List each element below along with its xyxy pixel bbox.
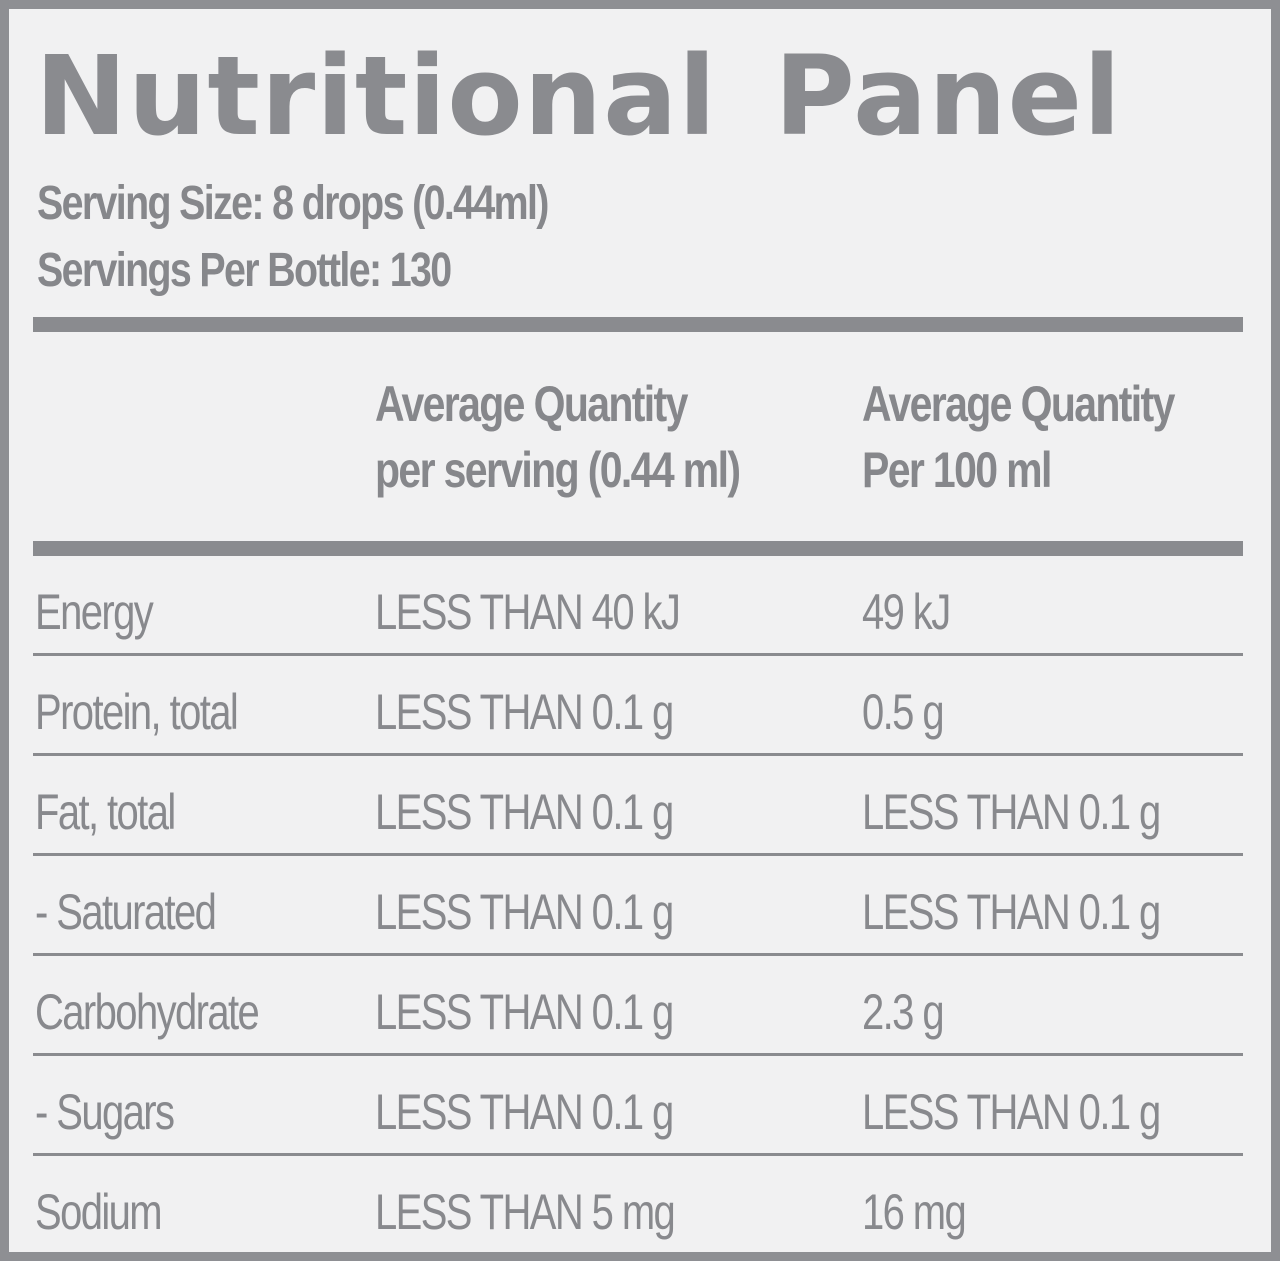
column-header-per-serving-line-2: per serving (0.44 ml) [375,442,741,498]
header-divider [33,541,1243,556]
table-row: - Sugars LESS THAN 0.1 g LESS THAN 0.1 g [33,1056,1243,1156]
per-100ml-value: 16 mg [862,1184,967,1240]
per-100ml-value: LESS THAN 0.1 g [862,884,1161,940]
per-serving-value: LESS THAN 0.1 g [375,984,674,1040]
panel-title: Nutritional Panel [35,32,1122,160]
per-serving-value: LESS THAN 0.1 g [375,1084,674,1140]
top-divider [33,317,1243,332]
per-serving-value: LESS THAN 5 mg [375,1184,676,1240]
nutrient-name: Fat, total [35,784,176,840]
per-100ml-value: 49 kJ [862,584,951,640]
per-serving-value: LESS THAN 0.1 g [375,884,674,940]
per-serving-value: LESS THAN 40 kJ [375,584,681,640]
column-header-per-serving: Average Quantity per serving (0.44 ml) [375,371,741,503]
per-100ml-value: 0.5 g [862,684,945,740]
nutrient-name: Carbohydrate [35,984,260,1040]
per-serving-value: LESS THAN 0.1 g [375,784,674,840]
table-row: Sodium LESS THAN 5 mg 16 mg [33,1156,1243,1252]
nutrient-name: - Sugars [35,1084,175,1140]
per-serving-value: LESS THAN 0.1 g [375,684,674,740]
nutrient-name: Protein, total [35,684,239,740]
nutrient-name: Sodium [35,1184,163,1240]
servings-per-bottle: Servings Per Bottle: 130 [37,244,452,297]
table-row: Fat, total LESS THAN 0.1 g LESS THAN 0.1… [33,756,1243,856]
table-row: Energy LESS THAN 40 kJ 49 kJ [33,556,1243,656]
column-header-per-serving-line-1: Average Quantity [375,376,688,432]
nutrient-name: Energy [35,584,154,640]
table-row: Carbohydrate LESS THAN 0.1 g 2.3 g [33,956,1243,1056]
table-row: - Saturated LESS THAN 0.1 g LESS THAN 0.… [33,856,1243,956]
per-100ml-value: 2.3 g [862,984,945,1040]
nutrient-name: - Saturated [35,884,217,940]
per-100ml-value: LESS THAN 0.1 g [862,784,1161,840]
column-header-per-100ml-line-2: Per 100 ml [862,442,1052,498]
nutrient-table: Energy LESS THAN 40 kJ 49 kJ Protein, to… [33,556,1243,1252]
column-header-per-100ml: Average Quantity Per 100 ml [862,371,1175,503]
per-100ml-value: LESS THAN 0.1 g [862,1084,1161,1140]
serving-size: Serving Size: 8 drops (0.44ml) [37,177,549,230]
column-header-per-100ml-line-1: Average Quantity [862,376,1175,432]
table-row: Protein, total LESS THAN 0.1 g 0.5 g [33,656,1243,756]
